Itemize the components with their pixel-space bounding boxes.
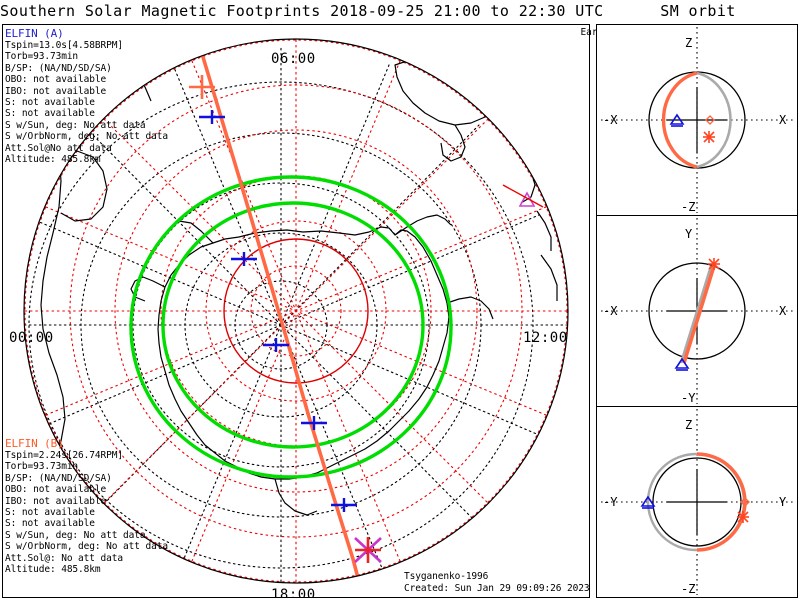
- model-name: Tsyganenko-1996: [404, 571, 489, 583]
- view-center-triangle: [24, 175, 30, 190]
- axis-label-top: Y: [685, 227, 693, 241]
- start-time-marker: [189, 75, 215, 99]
- probe-a-line: OBO: not available: [5, 74, 107, 86]
- axis-label-bottom: -Z: [681, 200, 695, 214]
- probe-b-line: S: not available: [5, 518, 95, 530]
- probe-b-name: ELFIN (B): [5, 437, 64, 450]
- probe-a-line: B/SP: (NA/ND/SD/SA): [5, 62, 112, 74]
- orbit-panel-xy: Y -X X -Y: [596, 215, 798, 407]
- coastline: [130, 214, 494, 516]
- probe-b-line: Tspin=2.24s[26.74RPM]: [5, 450, 124, 461]
- probe-a-info-block: ELFIN (A) Tspin=13.0s[4.58BRPM] Torb=93.…: [5, 27, 168, 165]
- end-time-marker: [354, 537, 382, 563]
- axis-label-bottom: -Y: [681, 391, 696, 405]
- polar-plot-svg: [23, 38, 569, 584]
- eiscat-marker: [502, 184, 544, 208]
- mlt-label-00: 00:00: [9, 330, 54, 346]
- probe-b-line: S: not available: [5, 507, 95, 519]
- footprint-track: [201, 55, 365, 583]
- mlt-label-18: 18:00: [271, 587, 316, 598]
- axis-label-bottom: -Z: [681, 582, 695, 596]
- axis-label-right: Y: [779, 495, 787, 509]
- orbit-panel-title: SM orbit: [660, 2, 736, 20]
- page-title: Southern Solar Magnetic Footprints 2018-…: [0, 2, 604, 20]
- probe-b-line: B/SP: (NA/ND/SD/SA): [5, 472, 112, 484]
- probe-a-line: Torb=93.73min: [5, 51, 79, 63]
- track-tick-marks: [199, 110, 357, 512]
- probe-a-line: IBO: not available: [5, 85, 107, 97]
- axis-label-top: Z: [685, 418, 692, 432]
- probe-a-name: ELFIN (A): [5, 27, 64, 40]
- orbit-panel-xz: Z -X X -Z: [596, 24, 798, 216]
- created-timestamp: Created: Sun Jan 29 09:09:26 2023: [404, 582, 590, 594]
- axis-label-right: X: [779, 304, 787, 318]
- axis-label-left: -X: [603, 304, 618, 318]
- probe-a-line: Altitude: 485.8km: [5, 154, 101, 166]
- probe-b-line: Torb=93.73min: [5, 461, 79, 473]
- axis-label-left: -X: [603, 113, 618, 127]
- axis-label-top: Z: [685, 36, 692, 50]
- sm-inner-ring: [223, 238, 369, 384]
- orbit-panel-yz: Z -Y Y -Z: [596, 406, 798, 598]
- probe-a-line: S: not available: [5, 108, 95, 120]
- orbit-xz-svg: Z -X X -Z: [601, 27, 793, 214]
- sm-grid: [24, 39, 568, 583]
- probe-b-line: IBO: not available: [5, 495, 107, 507]
- axis-label-right: X: [779, 113, 787, 127]
- probe-a-line: Att.Sol@No att data: [5, 142, 112, 154]
- probe-b-line: OBO: not available: [5, 484, 107, 496]
- axis-label-left: -Y: [603, 495, 618, 509]
- probe-a-line: S w/Sun, deg: No att data: [5, 119, 146, 131]
- probe-a-line: Tspin=13.0s[4.58BRPM]: [5, 40, 124, 51]
- mlt-label-06: 06:00: [271, 51, 316, 67]
- polar-disk-edge: [23, 38, 569, 584]
- probe-b-line: S w/OrbNorm, deg: No att data: [5, 541, 168, 553]
- polar-footprint-panel: 00:00 12:00 06:00 18:00: [2, 24, 590, 598]
- orbit-xy-svg: Y -X X -Y: [601, 218, 793, 405]
- probe-b-line: S w/Sun, deg: No att data: [5, 529, 146, 541]
- probe-b-line: Altitude: 485.8km: [5, 564, 101, 576]
- probe-b-info-block: ELFIN (B) Tspin=2.24s[26.74RPM] Torb=93.…: [5, 437, 168, 575]
- probe-a-line: S: not available: [5, 97, 95, 109]
- probe-a-line: S w/OrbNorm, deg: No att data: [5, 131, 168, 143]
- orbit-yz-svg: Z -Y Y -Z: [601, 409, 793, 596]
- credits-block: Tsyganenko-1996 Created: Sun Jan 29 09:0…: [404, 571, 590, 594]
- mlt-label-12: 12:00: [523, 330, 568, 346]
- auroral-oval: [129, 175, 453, 479]
- probe-b-line: Att.Sol@: No att data: [5, 552, 124, 564]
